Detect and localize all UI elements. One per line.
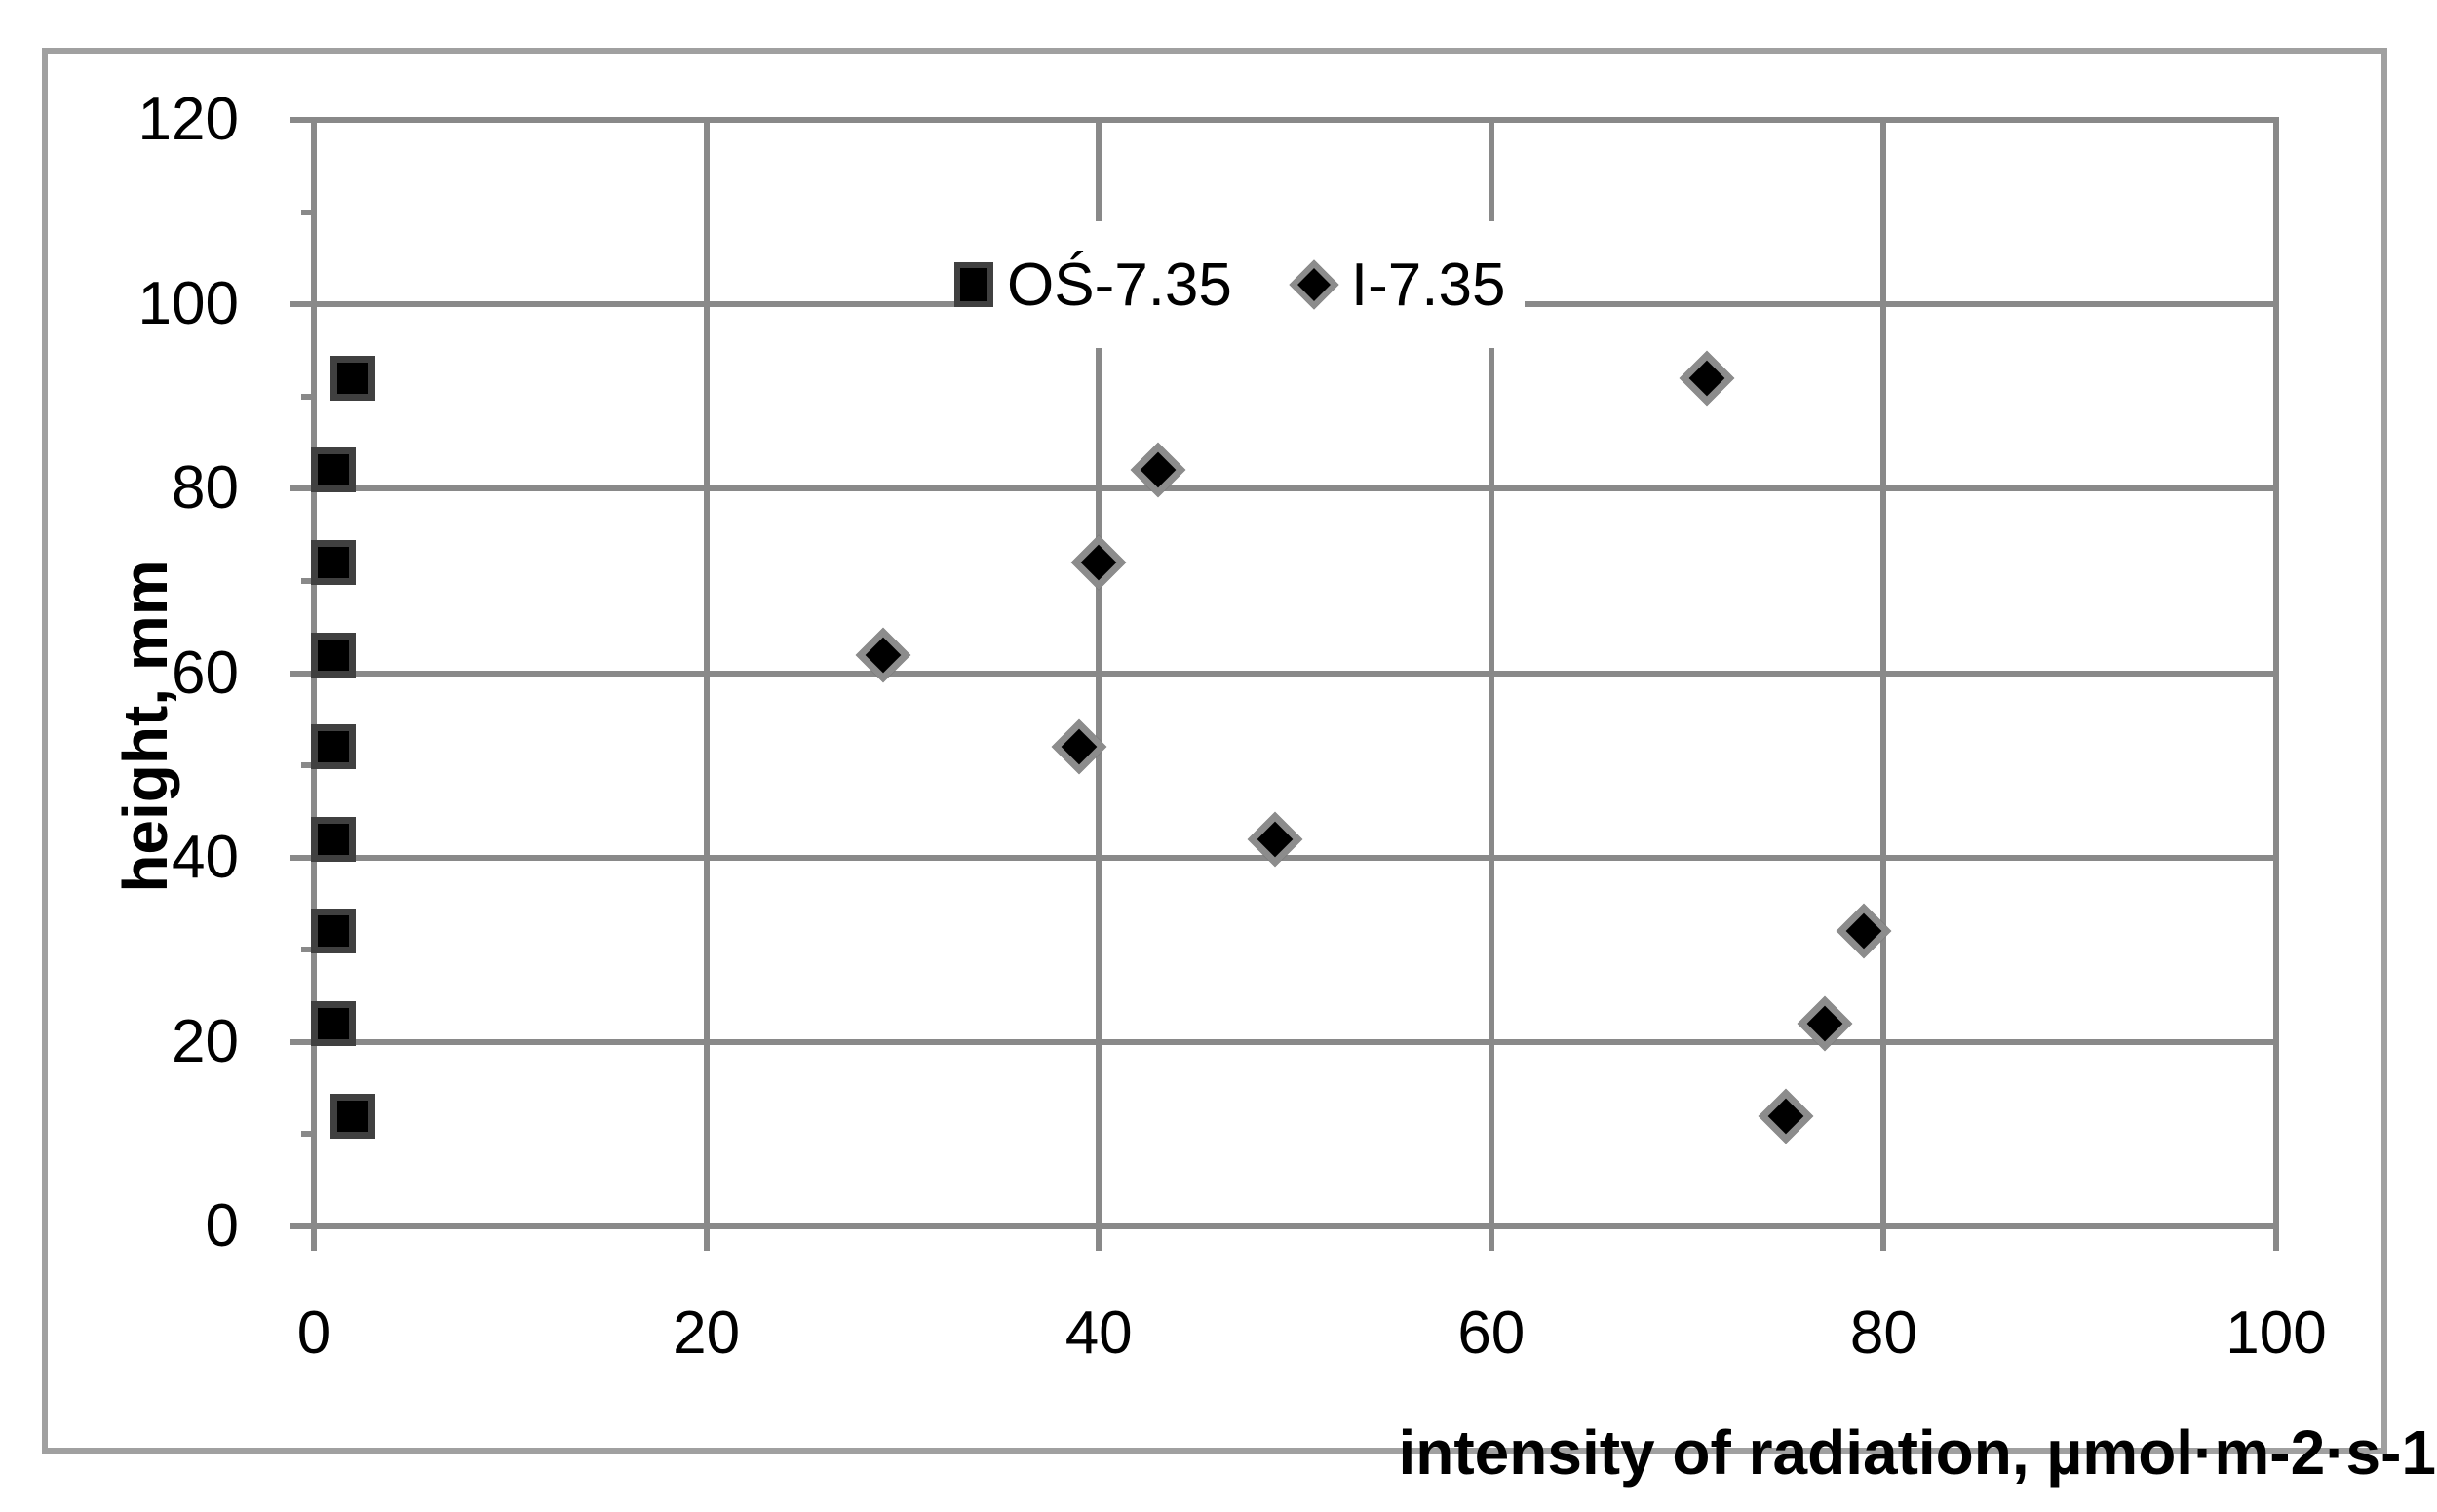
data-point-square xyxy=(311,632,357,678)
data-point-square xyxy=(330,355,376,401)
h-gridline xyxy=(311,854,2279,861)
y-tick-mark xyxy=(290,854,314,861)
x-tick-label: 20 xyxy=(673,1299,741,1367)
h-gridline xyxy=(311,485,2279,492)
data-point-square xyxy=(311,540,357,585)
h-gridline xyxy=(311,1038,2279,1045)
y-minor-tick-mark xyxy=(301,209,314,215)
data-point-square xyxy=(311,447,357,493)
y-minor-tick-mark xyxy=(301,577,314,584)
y-minor-tick-mark xyxy=(301,1131,314,1138)
legend-item: OŚ-7.35 xyxy=(954,251,1232,320)
x-tick-mark xyxy=(703,1226,710,1251)
legend-diamond-marker-icon xyxy=(1289,259,1339,310)
y-tick-mark xyxy=(290,1038,314,1045)
x-tick-mark xyxy=(2273,1226,2279,1251)
data-point-square xyxy=(330,1093,376,1139)
x-tick-mark xyxy=(1096,1226,1102,1251)
y-tick-label: 20 xyxy=(172,1007,239,1075)
x-tick-label: 100 xyxy=(2225,1299,2327,1367)
x-tick-label: 0 xyxy=(296,1299,331,1367)
x-tick-label: 60 xyxy=(1457,1299,1526,1367)
data-point-square xyxy=(311,909,357,954)
x-tick-mark xyxy=(1880,1226,1887,1251)
y-tick-mark xyxy=(290,1223,314,1229)
y-axis-title: height, mm xyxy=(110,560,180,893)
y-tick-label: 60 xyxy=(172,639,239,707)
y-tick-label: 0 xyxy=(205,1192,239,1260)
y-tick-mark xyxy=(290,670,314,677)
data-point-diamond xyxy=(1070,534,1127,591)
y-tick-mark xyxy=(290,117,314,123)
y-tick-mark xyxy=(290,301,314,308)
y-minor-tick-mark xyxy=(301,762,314,769)
legend-item: I-7.35 xyxy=(1289,251,1506,320)
h-gridline xyxy=(311,670,2279,677)
h-gridline xyxy=(311,117,2279,123)
legend-square-marker-icon xyxy=(954,262,993,307)
x-tick-mark xyxy=(1488,1226,1494,1251)
data-point-diamond xyxy=(1758,1088,1814,1144)
x-tick-label: 40 xyxy=(1064,1299,1133,1367)
x-tick-label: 80 xyxy=(1849,1299,1917,1367)
h-gridline xyxy=(311,1223,2279,1229)
y-tick-mark xyxy=(290,485,314,492)
legend-label: I-7.35 xyxy=(1350,251,1506,319)
y-tick-label: 100 xyxy=(137,270,239,338)
y-minor-tick-mark xyxy=(301,393,314,400)
y-tick-label: 80 xyxy=(172,454,239,523)
chart-frame: 0 20 40 60 80 100 0 20 40 60 80 100 120 OŚ-7.35 I-7.3… xyxy=(42,48,2436,1488)
data-point-square xyxy=(311,724,357,770)
data-point-diamond xyxy=(1679,350,1735,407)
y-tick-label: 120 xyxy=(137,86,239,153)
data-point-square xyxy=(311,816,357,862)
data-point-square xyxy=(311,1000,357,1046)
y-tick-label: 40 xyxy=(172,823,239,891)
legend-label: OŚ-7.35 xyxy=(1007,251,1232,319)
legend: OŚ-7.35 I-7.35 xyxy=(954,221,1525,348)
x-axis-title: intensity of radiation, µmol·m-2·s-1 xyxy=(1398,1417,2436,1488)
x-tick-mark xyxy=(311,1226,317,1251)
y-minor-tick-mark xyxy=(301,947,314,953)
